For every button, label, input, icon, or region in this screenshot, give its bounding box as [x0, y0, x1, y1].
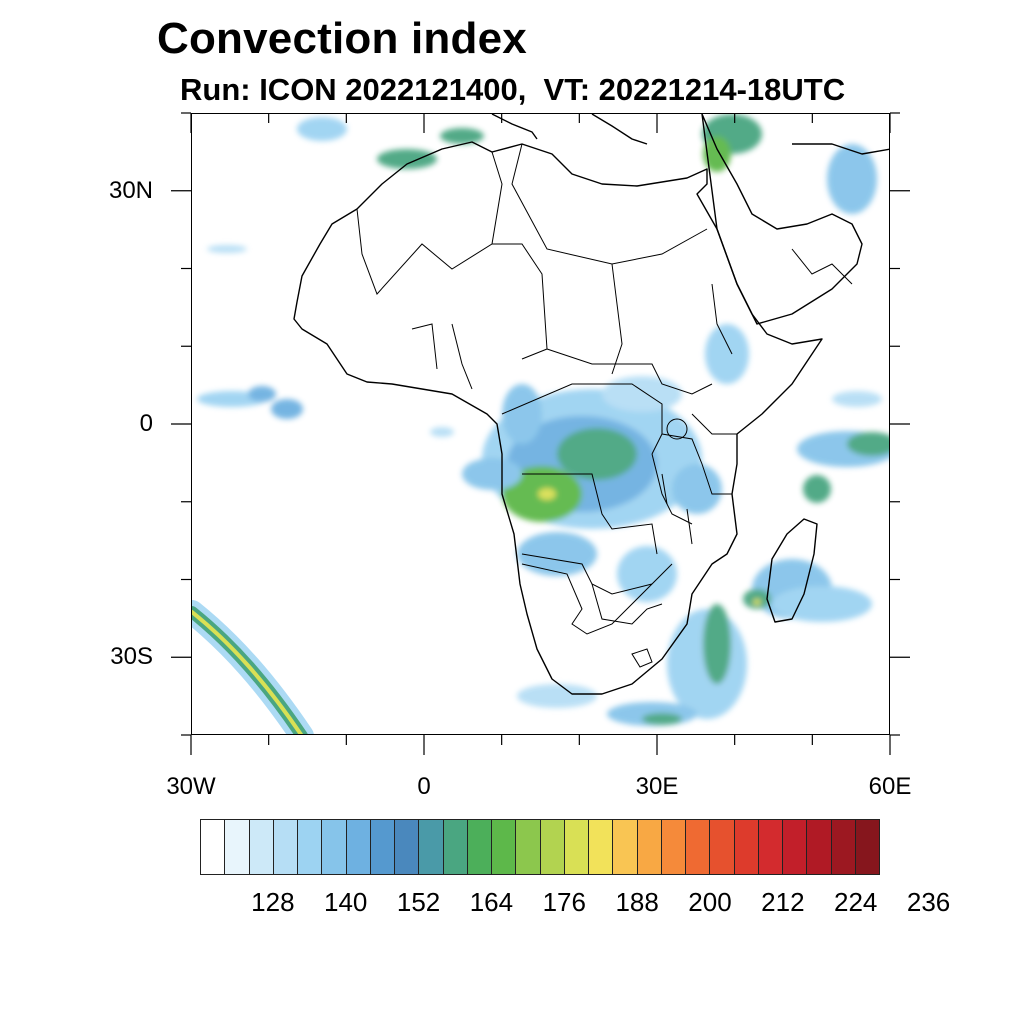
colorbar-swatch [540, 820, 565, 874]
colorbar-swatch [855, 820, 879, 874]
colorbar-swatch [225, 820, 250, 874]
colorbar-label: 140 [324, 887, 368, 917]
colorbar-swatch [613, 820, 638, 874]
colorbar-swatch [734, 820, 759, 874]
colorbar-swatch [783, 820, 808, 874]
colorbar [200, 819, 880, 875]
colorbar-swatch [467, 820, 492, 874]
colorbar-swatch [831, 820, 856, 874]
country-borders [356, 143, 853, 635]
lon-tick-label: 30W [166, 773, 216, 800]
colorbar-swatch [710, 820, 735, 874]
frontal-band [192, 600, 314, 734]
lat-tick-label: 0 [139, 410, 153, 437]
lat-tick-label: 30S [110, 643, 153, 671]
map-canvas [192, 114, 889, 734]
colorbar-swatch [298, 820, 323, 874]
colorbar-swatch [443, 820, 468, 874]
colorbar-swatch [249, 820, 274, 874]
lon-tick-label: 30E [635, 773, 679, 800]
lakes [631, 418, 693, 668]
colorbar-swatch [516, 820, 541, 874]
colorbar-swatch [758, 820, 783, 874]
colorbar-label: 200 [688, 887, 732, 917]
colorbar-swatch [589, 820, 614, 874]
colorbar-swatch [419, 820, 444, 874]
map-panel [191, 113, 890, 735]
chart-title: Convection index [157, 14, 527, 63]
colorbar-swatch [661, 820, 686, 874]
chart-subtitle: Run: ICON 2022121400, VT: 20221214-18UTC [180, 72, 846, 107]
colorbar-swatch [637, 820, 662, 874]
colorbar-label: 188 [615, 887, 659, 917]
colorbar-swatch [564, 820, 589, 874]
colorbar-swatch [686, 820, 711, 874]
colorbar-label: 212 [761, 887, 805, 917]
colorbar-label: 236 [906, 887, 951, 917]
colorbar-swatch [395, 820, 420, 874]
colorbar-label: 176 [542, 887, 586, 917]
colorbar-swatch [807, 820, 832, 874]
coastlines [293, 114, 889, 695]
colorbar-swatch [346, 820, 371, 874]
colorbar-swatch [322, 820, 347, 874]
colorbar-swatch [273, 820, 298, 874]
lat-tick-label: 30N [108, 176, 153, 204]
lon-tick-label: 0 [417, 773, 431, 800]
colorbar-swatch [492, 820, 517, 874]
colorbar-label: 152 [396, 887, 441, 917]
colorbar-label: 128 [251, 887, 295, 917]
lon-tick-label: 60E [868, 773, 912, 800]
colorbar-swatch [201, 820, 226, 874]
colorbar-swatch [370, 820, 395, 874]
colorbar-label: 164 [469, 887, 514, 917]
convection-shading [197, 114, 889, 726]
colorbar-label: 224 [834, 887, 878, 917]
